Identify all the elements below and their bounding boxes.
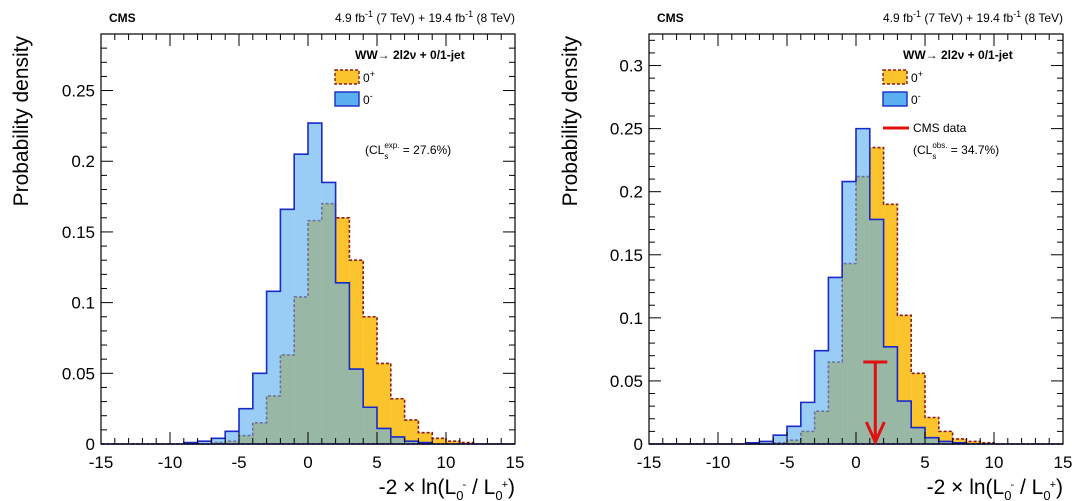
channel-label: WW→ 2l2ν + 0/1-jet [903,48,1013,62]
bar-0plus [952,438,967,444]
bar-0minus [349,369,364,444]
bar-0plus [432,438,446,444]
y-tick-label: 0.1 [71,294,95,313]
series-0minus [649,127,1063,445]
observed-data-arrow [863,360,888,446]
legend-swatch-0plus [882,69,908,85]
bar-0minus [321,182,336,444]
x-tick-label: 0 [303,453,312,472]
bar-0minus [280,209,295,444]
bar-0minus [377,428,391,444]
bar-0minus [390,436,405,444]
legend-label-data: CMS data [913,121,967,135]
bar-0minus [239,408,253,444]
bar-0minus [883,346,898,444]
bar-0minus [225,431,239,444]
y-tick-label: 0.15 [610,246,643,265]
bar-0minus [828,277,843,444]
bar-0minus [814,350,829,444]
y-tick-label: 0.2 [619,183,643,202]
y-tick-label: 0.2 [71,152,95,171]
legend-swatch-0plus [334,69,360,85]
bar-0minus [197,441,212,444]
legend-swatch-0minus [334,91,360,107]
bar-0minus [363,407,377,444]
lumi-label: 4.9 fb-1 (7 TeV) + 19.4 fb-1 (8 TeV) [883,9,1063,25]
experiment-label: CMS [657,11,684,25]
x-tick-label: -5 [779,453,794,472]
legend-swatch-0minus [882,91,908,107]
observed-arrowhead [864,421,886,446]
y-tick-label: 0.25 [62,82,95,101]
bar-0minus [925,437,939,444]
panel-expected: -15 -10 -5 0 5 10 15 0 0.05 0.1 0.15 0.2 0.25 Probabi… [10,9,524,501]
bar-0minus [787,426,801,444]
channel-label: WW→ 2l2ν + 0/1-jet [355,48,465,62]
x-axis-title: -2 × ln(L0- / L0+) [927,476,1063,501]
legend: 0+0- [334,69,375,107]
x-tick-label: 15 [1054,453,1072,472]
bar-0minus [800,402,815,444]
bar-0minus [252,373,267,444]
x-tick-label: 5 [372,453,381,472]
cls-label: (CLsobs. = 34.7%) [913,141,999,161]
bar-0minus [211,438,226,444]
x-tick-label: -10 [706,453,731,472]
x-tick-label: 10 [985,453,1004,472]
x-tick-label: 15 [506,453,525,472]
legend-label-0minus: 0- [363,91,373,107]
x-axis-title: -2 × ln(L0- / L0+) [379,476,515,501]
bar-0minus [842,181,856,444]
bar-0plus [911,373,925,444]
legend-label-0plus: 0+ [363,69,375,85]
y-tick-label: 0.1 [619,309,643,328]
x-tick-label: 0 [851,453,860,472]
bar-0minus [938,441,953,444]
bar-0plus [390,398,405,444]
bar-0minus [773,435,787,444]
x-tick-label: 5 [920,453,929,472]
x-tick-label: -5 [231,453,246,472]
bar-0minus [335,282,350,444]
bar-0minus [759,441,774,444]
bar-0minus [294,154,308,444]
legend-label-0minus: 0- [911,91,921,107]
lumi-label: 4.9 fb-1 (7 TeV) + 19.4 fb-1 (8 TeV) [335,9,515,25]
bar-0minus [308,123,322,444]
cls-label: (CLsexp. = 27.6%) [365,141,451,161]
y-tick-label: 0.05 [62,364,95,383]
y-tick-label: 0.3 [619,57,643,76]
bar-0plus [418,432,433,444]
y-axis-title: Probability density [559,36,582,207]
legend: 0+ 0- CMS data [882,69,967,135]
bar-0plus [446,441,460,444]
bar-0minus [404,441,419,444]
y-tick-label: 0 [634,435,643,454]
bar-0plus [404,419,419,444]
bar-0minus [856,128,870,444]
bar-0minus [869,219,884,444]
y-tick-label: 0.05 [610,372,643,391]
series-0minus [101,122,515,445]
bar-0minus [897,401,912,444]
bar-0minus [911,427,925,444]
x-tick-label: -15 [89,453,114,472]
y-axis-title: Probability density [10,36,33,207]
y-tick-label: 0.25 [610,120,643,139]
x-tick-label: -10 [158,453,183,472]
bar-0plus [966,441,981,444]
x-tick-label: -15 [637,453,662,472]
x-tick-label: 10 [437,453,456,472]
experiment-label: CMS [109,11,136,25]
bar-0minus [266,291,281,444]
panel-observed: -15 -10 -5 0 5 10 15 0 0.05 0.1 0.15 0.2 0.25 0.3 Prob… [559,9,1072,501]
legend-label-0plus: 0+ [911,69,923,85]
y-tick-label: 0 [86,435,95,454]
bar-0plus [377,363,391,444]
y-tick-label: 0.15 [62,223,95,242]
